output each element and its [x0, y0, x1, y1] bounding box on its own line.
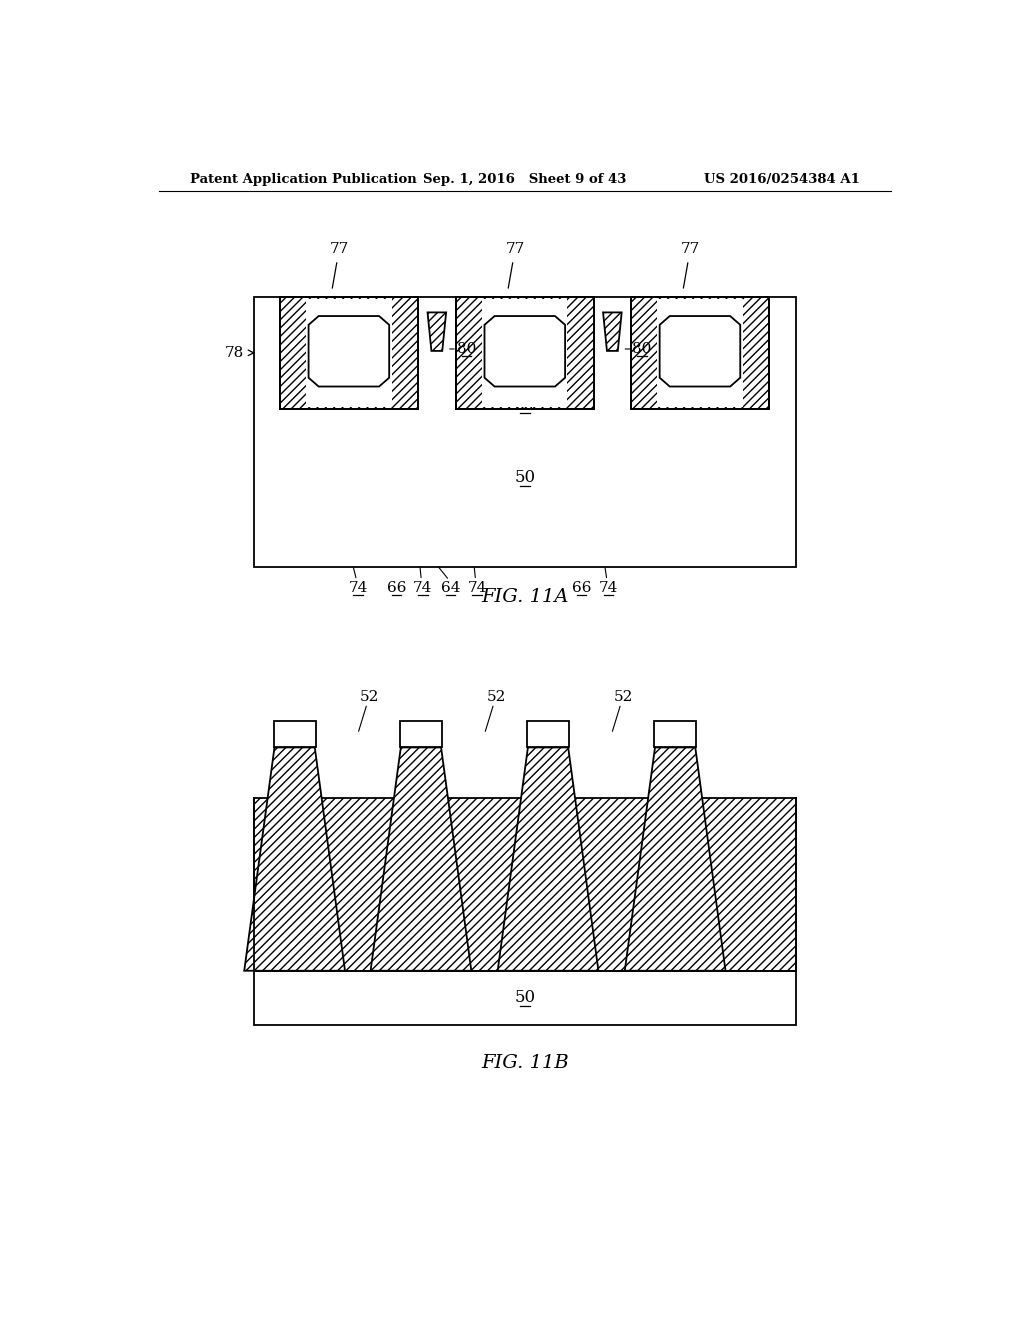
Text: 54: 54	[666, 876, 685, 891]
Polygon shape	[245, 747, 345, 970]
Bar	[456, 297, 594, 409]
Polygon shape	[428, 313, 446, 351]
Bar	[657, 298, 742, 407]
Polygon shape	[659, 315, 740, 387]
Bar	[280, 297, 418, 409]
Bar	[631, 297, 769, 409]
Text: Sep. 1, 2016   Sheet 9 of 43: Sep. 1, 2016 Sheet 9 of 43	[423, 173, 627, 186]
Polygon shape	[603, 313, 622, 351]
Text: 64: 64	[539, 727, 558, 741]
Text: 76: 76	[690, 343, 711, 360]
Bar	[400, 721, 442, 747]
Text: Patent Application Publication: Patent Application Publication	[190, 173, 417, 186]
Text: 64: 64	[441, 581, 461, 595]
Polygon shape	[371, 747, 471, 970]
Text: 50: 50	[514, 470, 536, 487]
Bar	[254, 797, 796, 970]
Text: 78: 78	[225, 346, 245, 360]
Bar	[482, 298, 567, 407]
Polygon shape	[484, 315, 565, 387]
Text: 77: 77	[506, 243, 525, 256]
Polygon shape	[498, 747, 598, 970]
Text: US 2016/0254384 A1: US 2016/0254384 A1	[703, 173, 859, 186]
Polygon shape	[245, 747, 345, 970]
Text: 74: 74	[414, 581, 432, 595]
Text: 80: 80	[632, 342, 651, 356]
Polygon shape	[498, 747, 598, 970]
Bar	[654, 721, 696, 747]
Text: 77: 77	[330, 243, 349, 256]
Polygon shape	[308, 315, 389, 387]
Text: 66: 66	[571, 581, 591, 595]
Text: 76: 76	[514, 343, 536, 360]
Text: 66: 66	[387, 581, 407, 595]
Bar	[527, 721, 569, 747]
Bar	[254, 970, 796, 1024]
Text: 50: 50	[514, 989, 536, 1006]
Bar	[273, 721, 315, 747]
Text: 52: 52	[613, 690, 633, 705]
Polygon shape	[625, 747, 726, 970]
Text: 74: 74	[348, 581, 368, 595]
Polygon shape	[625, 747, 726, 970]
Text: FIG. 11A: FIG. 11A	[481, 589, 568, 606]
Text: 64: 64	[412, 727, 431, 741]
Bar	[280, 297, 418, 409]
Text: 54: 54	[285, 876, 304, 891]
Bar	[254, 297, 796, 566]
Bar	[306, 298, 391, 407]
Bar	[631, 297, 769, 409]
Text: 64: 64	[666, 727, 685, 741]
Text: 54: 54	[539, 876, 558, 891]
Text: 76: 76	[339, 343, 359, 360]
Text: 74: 74	[467, 581, 486, 595]
Text: FIG. 11B: FIG. 11B	[481, 1055, 568, 1072]
Polygon shape	[371, 747, 471, 970]
Text: 54: 54	[412, 876, 431, 891]
Bar	[456, 297, 594, 409]
Text: 74: 74	[599, 581, 618, 595]
Text: 52: 52	[359, 690, 379, 705]
Text: 52: 52	[486, 690, 506, 705]
Text: 54: 54	[514, 396, 536, 413]
Text: 64: 64	[285, 727, 304, 741]
Text: 77: 77	[681, 243, 700, 256]
Text: 80: 80	[457, 342, 476, 356]
